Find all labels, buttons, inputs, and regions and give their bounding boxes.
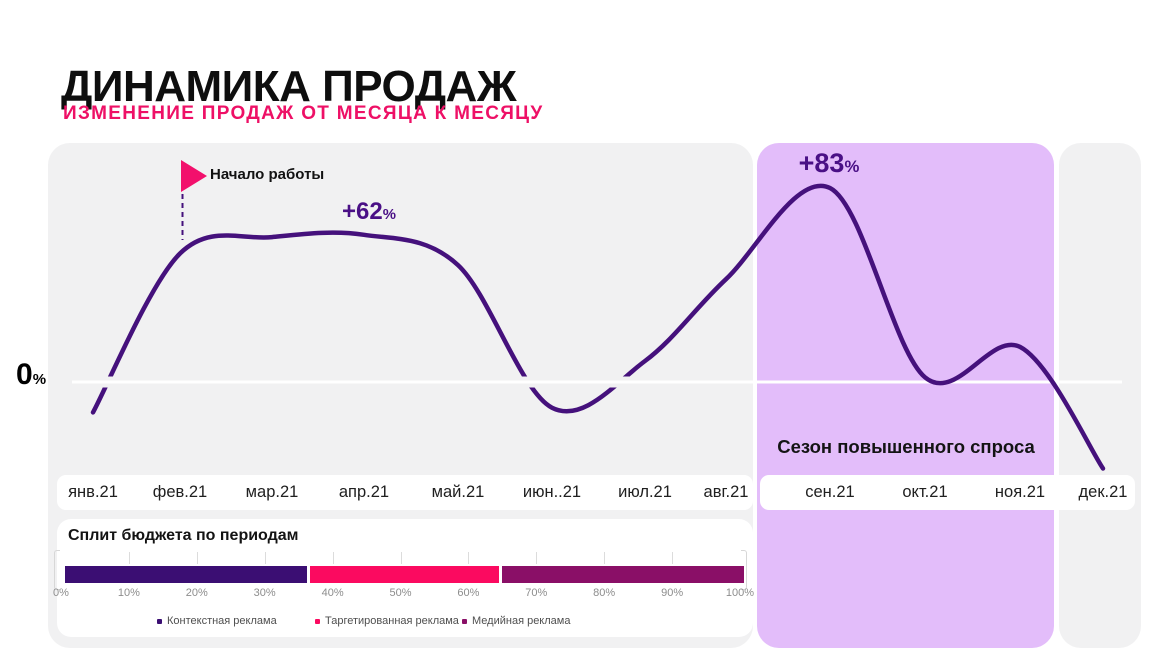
budget-segment (501, 566, 744, 583)
legend-dot (157, 618, 162, 624)
legend-item: Таргетированная реклама (315, 615, 459, 627)
scale-tick-label: 80% (593, 587, 616, 599)
month-label: май.21 (431, 483, 485, 501)
season-highlight-region (757, 143, 1054, 648)
scale-tick (604, 552, 606, 564)
flag-icon (181, 160, 207, 192)
y-axis-zero-label: 0% (16, 358, 47, 391)
legend-label: Медийная реклама (472, 615, 571, 627)
month-label: ноя.21 (994, 483, 1046, 501)
month-label: июн..21 (522, 483, 582, 501)
scale-tick-label: 50% (389, 587, 412, 599)
month-label: фев.21 (152, 483, 208, 501)
scale-tick-label: 100% (725, 587, 755, 599)
legend-item: Контекстная реклама (157, 615, 277, 627)
legend-label: Контекстная реклама (167, 615, 277, 627)
legend-dot (315, 618, 320, 624)
chart-canvas (72, 160, 1122, 471)
sales-curve (90, 183, 1106, 471)
scale-tick-label: 0% (53, 587, 69, 599)
scale-tick-label: 30% (253, 587, 276, 599)
budget-scale: 0% 10% 20% 30% 40% 50% 60% 70% 80% 90% 100% (53, 519, 754, 637)
month-label: янв.21 (68, 483, 118, 501)
scale-tick-label: 40% (321, 587, 344, 599)
budget-segment (310, 566, 499, 583)
month-label: июл.21 (618, 483, 672, 501)
budget-title: Сплит бюджета по периодам (68, 527, 299, 544)
month-label: апр.21 (338, 483, 390, 501)
scale-tick (672, 552, 674, 564)
scale-tick (332, 552, 334, 564)
legend-label: Таргетированная реклама (325, 615, 459, 627)
scale-tick-label: 60% (457, 587, 480, 599)
scale-tick (264, 552, 266, 564)
month-axis-pill-left (57, 475, 753, 510)
growth-label-83: +83% (798, 148, 860, 178)
chart-panel-december (1059, 143, 1141, 648)
month-label: дек.21 (1078, 483, 1128, 501)
month-label: окт.21 (902, 483, 948, 501)
scale-tick (536, 552, 538, 564)
scale-tick (400, 552, 402, 564)
scale-tick (468, 552, 470, 564)
flag-label: Начало работы (210, 166, 325, 183)
scale-tick-label: 70% (525, 587, 548, 599)
page-subtitle: ИЗМЕНЕНИЕ ПРОДАЖ ОТ МЕСЯЦА К МЕСЯЦУ (63, 103, 544, 124)
budget-segment (65, 566, 308, 583)
month-axis-pill-right (760, 475, 1135, 510)
budget-bar (65, 566, 744, 583)
scale-tick-label: 10% (117, 587, 140, 599)
sales-line-chart: 0% Начало работы +62% +83% Сезон повышен… (0, 143, 1176, 648)
growth-label-62: +62% (342, 198, 396, 225)
month-label: мар.21 (245, 483, 299, 501)
legend-dot (462, 618, 467, 624)
budget-panel: Сплит бюджета по периодам 0% 10% 20% 30% 40%… (53, 519, 754, 637)
page-title: ДИНАМИКА ПРОДАЖ (61, 62, 517, 112)
scale-tick (196, 552, 198, 564)
month-label: сен.21 (805, 483, 855, 501)
season-label: Сезон повышенного спроса (777, 436, 1035, 457)
scale-bracket-right (741, 550, 747, 590)
scale-tick (128, 552, 130, 564)
scale-tick-label: 20% (185, 587, 208, 599)
scale-bracket-left (54, 550, 60, 590)
legend-item: Медийная реклама (462, 615, 570, 627)
month-label: авг.21 (703, 483, 749, 501)
scale-tick-label: 90% (661, 587, 684, 599)
